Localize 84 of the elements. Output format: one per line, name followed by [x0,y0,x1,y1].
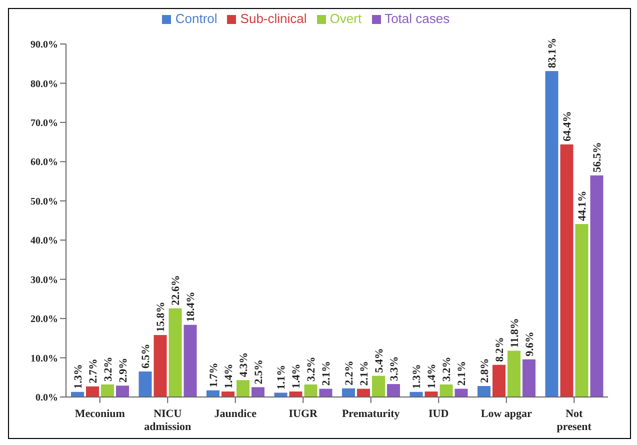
data-label: 4.3% [238,352,250,378]
bar [289,392,302,397]
bar [154,335,167,397]
bar [372,376,385,397]
y-tick-label: 10.0% [30,353,58,364]
legend-label: Overt [330,11,362,26]
bar [575,224,588,397]
bar [236,380,250,397]
legend-label: Total cases [384,11,450,26]
y-tick-label: 0.0% [36,392,58,404]
data-label: 44.1% [576,190,589,222]
y-tick-label: 60.0% [30,157,58,168]
data-label: 22.6% [170,275,182,306]
data-label: 1.4% [426,364,438,389]
data-label: 15.8% [155,302,168,332]
bar [357,388,370,397]
data-label: 1.4% [290,364,303,389]
bar [590,175,604,397]
bar [508,350,520,397]
bar [342,388,355,397]
data-label: 2.1% [358,361,370,386]
bar [138,372,152,397]
data-label: 1.3% [411,364,424,389]
data-label: 2.7% [88,358,100,384]
data-label: 11.8% [509,318,521,348]
y-tick-label: 80.0% [30,78,58,90]
data-label: 3.2% [306,356,318,382]
bar [206,390,220,397]
x-tick-label: Prematurity [342,408,400,420]
bar [304,384,318,397]
x-tick-label: Jaundice [214,408,257,420]
data-label: 56.5% [592,142,604,172]
data-label: 9.6% [524,332,536,356]
data-label: 5.4% [374,348,386,373]
bar [424,392,438,397]
data-label: 3.3% [388,356,400,382]
bar [454,388,468,397]
bar [492,364,506,397]
data-label: 2.1% [456,361,468,386]
y-tick-label: 40.0% [30,236,58,247]
data-label: 18.4% [185,292,198,322]
data-label: 1.7% [208,362,220,388]
data-label: 8.2% [494,337,506,362]
x-tick-label: Low apgar [480,408,532,420]
data-label: 3.2% [102,356,114,382]
data-label: 3.2% [441,356,454,382]
y-tick-label: 50.0% [30,196,58,208]
bar [116,386,129,397]
data-label: 2.8% [479,358,491,384]
bar [478,386,490,397]
y-tick-label: 90.0% [30,40,58,51]
x-tick-label: Not present [556,408,592,433]
bar [522,359,536,397]
bar [387,384,400,397]
bar [560,144,574,397]
data-label: 83.1% [546,38,559,68]
bar [252,387,264,397]
bar [440,384,453,397]
data-label: 2.9% [118,358,130,383]
bar [545,71,558,397]
legend-label: Sub-clinical [240,11,307,26]
data-label: 64.4% [562,111,574,142]
bar [319,388,332,397]
bar [86,386,99,397]
data-label: 1.4% [223,364,235,389]
x-tick-label: Meconium [74,408,125,420]
y-tick-label: 70.0% [30,118,58,129]
x-tick-label: IUGR [288,408,319,420]
bar [168,308,182,397]
data-label: 2.2% [344,360,356,386]
legend-label: Control [175,11,218,26]
data-label: 6.5% [140,344,152,369]
y-tick-label: 30.0% [30,274,58,286]
data-label: 1.1% [276,364,288,390]
data-label: 2.1% [320,361,333,386]
data-label: 2.5% [253,359,265,384]
bar [274,392,288,397]
bar [184,324,197,397]
bar [222,392,234,397]
x-tick-label: IUD [428,408,449,420]
bar [101,384,114,397]
data-label: 1.3% [72,364,84,389]
y-tick-label: 20.0% [30,314,58,326]
x-tick-label: NICU admission [144,408,192,433]
